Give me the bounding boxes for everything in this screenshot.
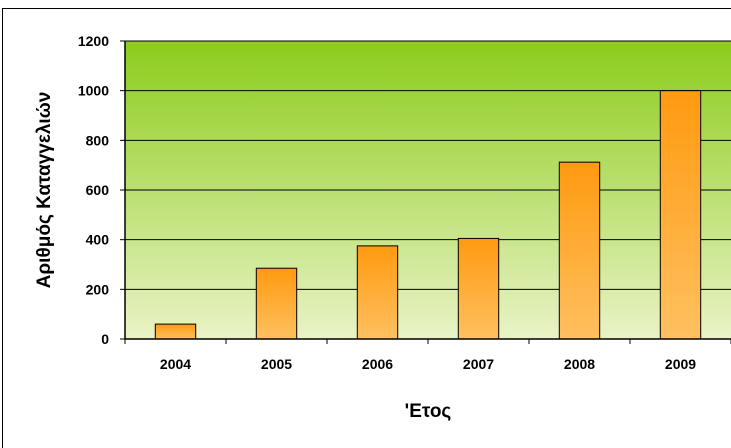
x-tick-label-2007: 2007: [463, 356, 494, 372]
y-tick-label-600: 600: [86, 182, 110, 198]
x-tick-label-2006: 2006: [362, 356, 393, 372]
bar-2006: [356, 245, 399, 340]
x-tick-label-2009: 2009: [665, 356, 696, 372]
axes: [120, 40, 731, 344]
bar-2008: [558, 161, 601, 340]
y-tick-label-0: 0: [101, 331, 109, 347]
x-tick-label-2004: 2004: [160, 356, 191, 372]
x-tick-labels: 2004 2005 2006 2007 2008 2009: [160, 356, 696, 372]
x-tick-label-2005: 2005: [261, 356, 292, 372]
y-tick-label-200: 200: [86, 281, 110, 297]
y-tick-label-1000: 1000: [78, 83, 109, 99]
y-tick-label-800: 800: [86, 132, 110, 148]
y-tick-label-400: 400: [86, 232, 110, 248]
x-tick-label-2008: 2008: [564, 356, 595, 372]
bar-2009: [659, 90, 702, 340]
bar-2004: [154, 323, 197, 340]
y-tick-labels: 0 200 400 600 800 1000 1200: [78, 33, 109, 347]
bar-2005: [255, 267, 298, 340]
x-axis-title: 'Ετος: [405, 401, 452, 422]
bars: [154, 90, 702, 340]
chart-frame: [2, 8, 731, 448]
y-tick-label-1200: 1200: [78, 33, 109, 49]
y-axis-title: Αριθμός Καταγγελιών: [34, 92, 55, 289]
bar-2007: [457, 237, 500, 340]
